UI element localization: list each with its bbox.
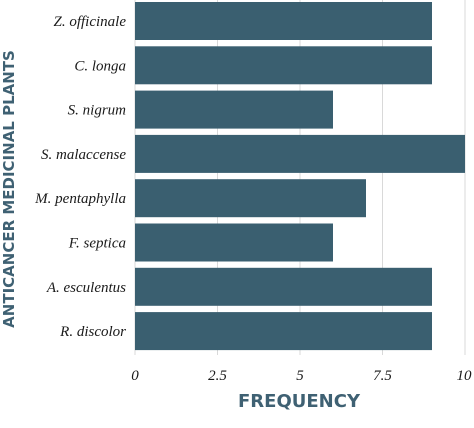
x-tick-labels: 0 2.5 5 7.5 10 (131, 368, 472, 384)
bar (135, 267, 432, 306)
category-labels: Z. officinale C. longa S. nigrum S. malacce… (34, 14, 126, 340)
x-axis-title: FREQUENCY (238, 391, 361, 412)
category-label: F. septica (68, 236, 126, 252)
category-label: Z. officinale (54, 14, 127, 30)
x-tick-label: 5 (296, 368, 304, 384)
category-label: M. pentaphylla (34, 191, 126, 207)
bar (135, 312, 432, 351)
bar (135, 179, 366, 218)
category-label: S. malaccense (41, 147, 126, 163)
x-tick-label: 2.5 (208, 368, 227, 384)
x-tick-label: 10 (457, 368, 473, 384)
x-tick-label: 7.5 (373, 368, 392, 384)
bar (135, 134, 465, 173)
x-tick-label: 0 (131, 368, 139, 384)
category-label: A. esculentus (46, 280, 126, 296)
bar (135, 90, 333, 129)
y-axis-title: ANTICANCER MEDICINAL PLANTS (0, 50, 18, 328)
category-label: C. longa (74, 58, 126, 74)
bar (135, 46, 432, 85)
bars (135, 2, 465, 351)
bar (135, 2, 432, 40)
category-label: R. discolor (59, 324, 126, 340)
bar (135, 223, 333, 262)
category-label: S. nigrum (68, 103, 127, 119)
